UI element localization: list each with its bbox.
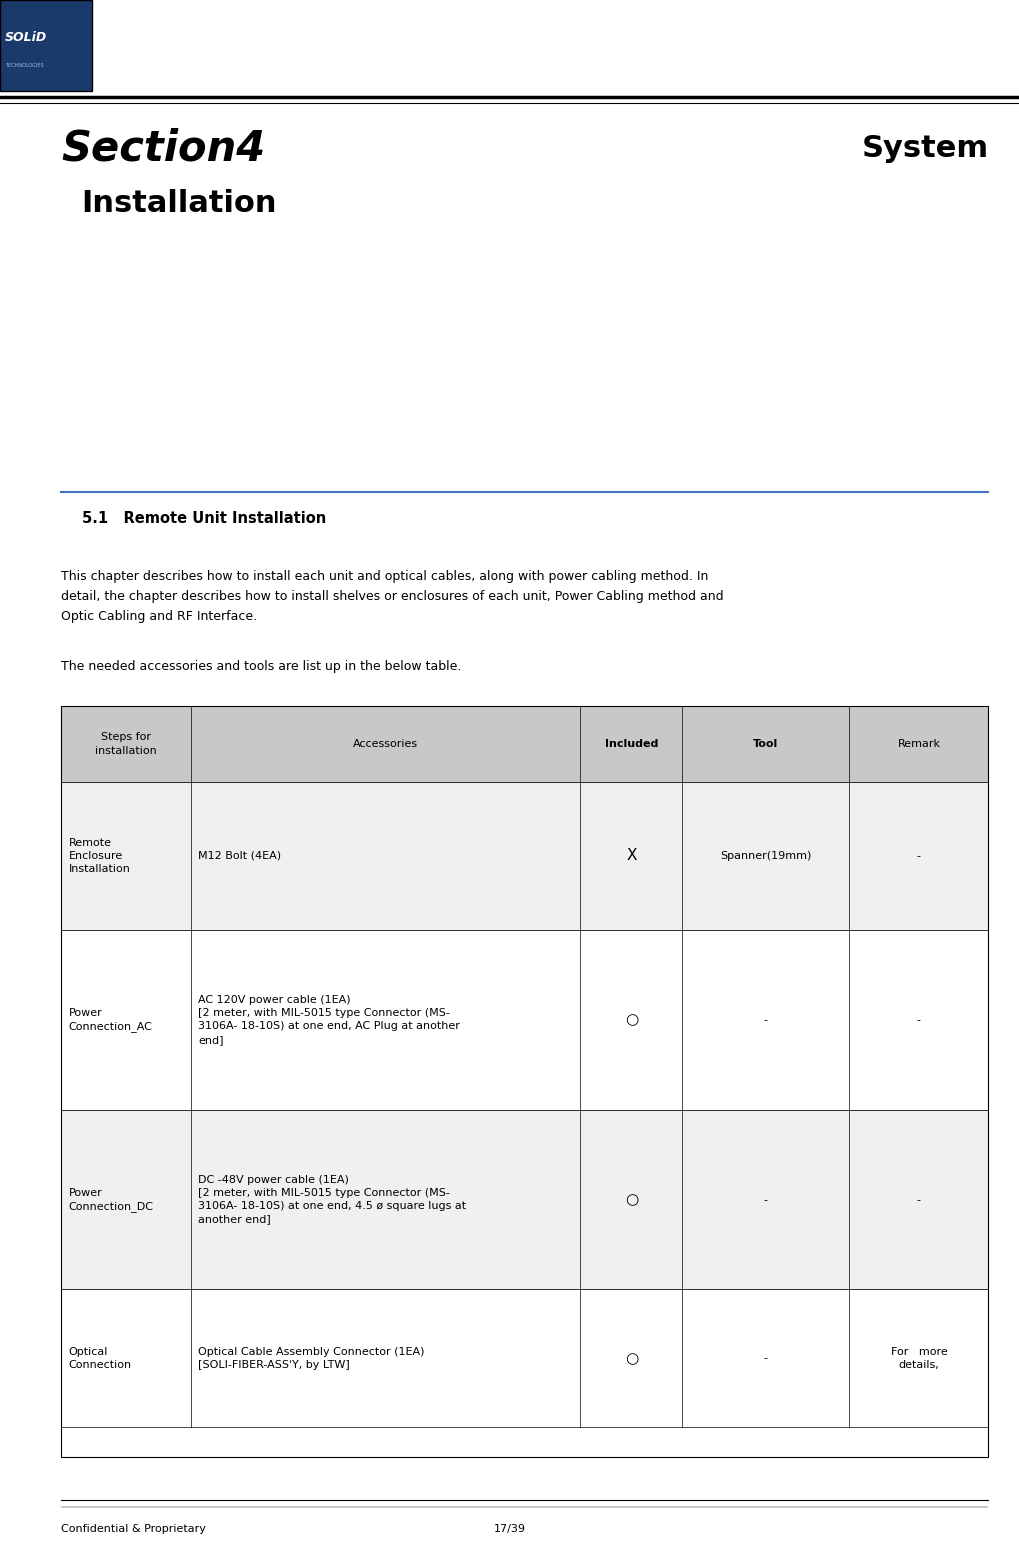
FancyBboxPatch shape — [61, 1110, 988, 1289]
Text: 5.1   Remote Unit Installation: 5.1 Remote Unit Installation — [82, 511, 326, 527]
Text: TECHNOLOGIES: TECHNOLOGIES — [5, 63, 44, 69]
Text: -: - — [764, 1194, 768, 1205]
Text: Accessories: Accessories — [354, 739, 418, 749]
Text: ○: ○ — [625, 1193, 638, 1207]
Text: Optical
Connection: Optical Connection — [68, 1347, 131, 1369]
Text: Spanner(19mm): Spanner(19mm) — [720, 850, 811, 861]
Text: X: X — [626, 849, 637, 863]
Text: DC -48V power cable (1EA)
[2 meter, with MIL-5015 type Connector (MS-
3106A- 18-: DC -48V power cable (1EA) [2 meter, with… — [199, 1175, 467, 1224]
Text: Confidential & Proprietary: Confidential & Proprietary — [61, 1524, 206, 1533]
FancyBboxPatch shape — [0, 0, 92, 91]
Text: Power
Connection_DC: Power Connection_DC — [68, 1188, 154, 1211]
Text: Tool: Tool — [753, 739, 779, 749]
Text: The needed accessories and tools are list up in the below table.: The needed accessories and tools are lis… — [61, 660, 462, 672]
Text: ○: ○ — [625, 1013, 638, 1027]
FancyBboxPatch shape — [61, 1289, 988, 1427]
Text: -: - — [764, 1354, 768, 1363]
FancyBboxPatch shape — [61, 930, 988, 1110]
FancyBboxPatch shape — [61, 782, 988, 930]
Text: -: - — [764, 1014, 768, 1025]
Text: Installation: Installation — [82, 189, 277, 217]
Text: M12 Bolt (4EA): M12 Bolt (4EA) — [199, 850, 281, 861]
Text: Power
Connection_AC: Power Connection_AC — [68, 1008, 153, 1032]
Text: -: - — [917, 1014, 921, 1025]
Text: Section4: Section4 — [61, 128, 265, 169]
Text: AC 120V power cable (1EA)
[2 meter, with MIL-5015 type Connector (MS-
3106A- 18-: AC 120V power cable (1EA) [2 meter, with… — [199, 996, 461, 1044]
Text: This chapter describes how to install each unit and optical cables, along with p: This chapter describes how to install ea… — [61, 570, 723, 624]
Text: -: - — [917, 850, 921, 861]
Text: For   more
details,: For more details, — [891, 1347, 948, 1369]
FancyBboxPatch shape — [61, 706, 988, 782]
Text: SOLiD: SOLiD — [5, 31, 47, 44]
Text: 17/39: 17/39 — [493, 1524, 526, 1533]
Text: -: - — [917, 1194, 921, 1205]
Text: ○: ○ — [625, 1350, 638, 1366]
Text: Remote
Enclosure
Installation: Remote Enclosure Installation — [68, 838, 130, 874]
Text: System: System — [861, 134, 988, 163]
Text: Included: Included — [604, 739, 658, 749]
Text: Optical Cable Assembly Connector (1EA)
[SOLI-FIBER-ASSˈY, by LTW]: Optical Cable Assembly Connector (1EA) [… — [199, 1347, 425, 1369]
Text: Remark: Remark — [898, 739, 941, 749]
Text: Steps for
installation: Steps for installation — [95, 733, 157, 755]
